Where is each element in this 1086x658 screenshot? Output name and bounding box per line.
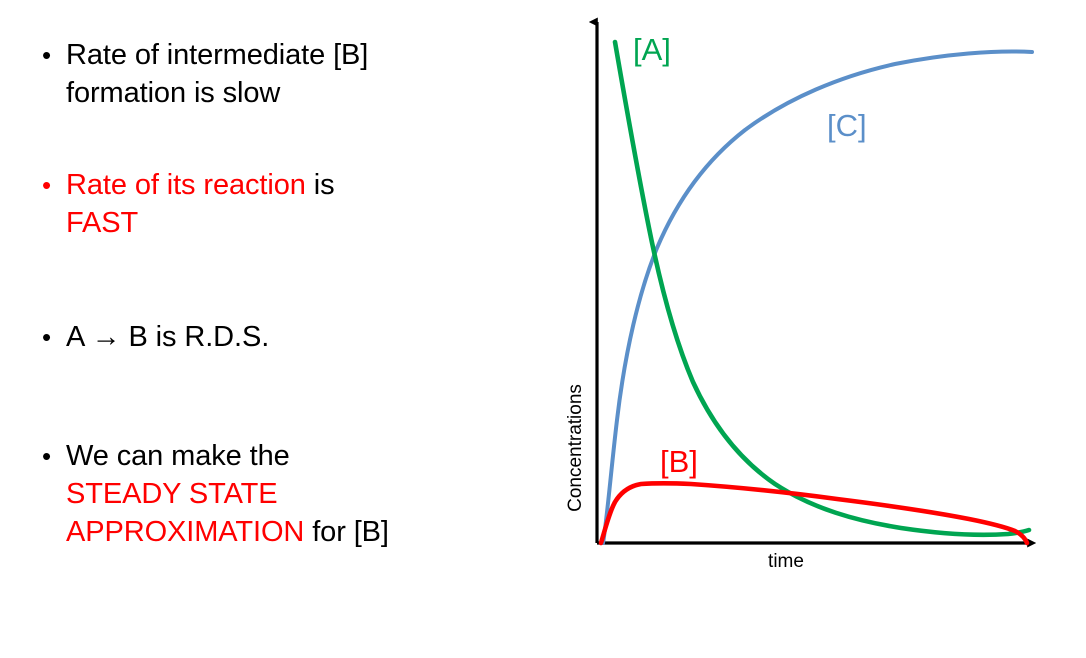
bullet-marker-icon: • — [42, 40, 52, 70]
bullet-marker-icon: • — [42, 170, 52, 200]
list-item-text-red: Rate of its reaction — [66, 169, 306, 201]
concentration-vs-time-chart: [A] [C] [B] time Concentrations — [545, 0, 1086, 600]
list-item-text-red: APPROXIMATION — [66, 516, 305, 548]
y-axis-label: Concentrations — [565, 384, 586, 512]
list-item-text: A → B is R.D.S. — [66, 318, 269, 356]
list-item: • Rate of its reaction is FAST — [30, 166, 335, 242]
list-item-line: We can make the — [66, 440, 290, 472]
list-item-line: formation is slow — [66, 77, 281, 109]
series-curve-b — [598, 480, 1030, 546]
list-item-line: Rate of its reaction is — [66, 166, 335, 204]
list-item: • A → B is R.D.S. — [30, 318, 269, 356]
list-item-line: A → B is R.D.S. — [66, 321, 270, 353]
list-item-line: FAST — [66, 207, 139, 239]
list-item: • We can make the STEADY STATE APPROXIMA… — [30, 437, 389, 551]
series-label-b: [B] — [660, 444, 698, 479]
list-item-text: We can make the STEADY STATE APPROXIMATI… — [66, 437, 389, 551]
bullet-marker-icon: • — [42, 441, 52, 471]
list-item-line: STEADY STATE — [66, 478, 278, 510]
x-axis-label: time — [768, 551, 804, 572]
bullet-list: • Rate of intermediate [B] formation is … — [30, 36, 389, 551]
list-item-line: APPROXIMATION for [B] — [66, 513, 389, 551]
chart-svg: [A] [C] [B] time Concentrations — [565, 17, 1037, 572]
list-item-line: Rate of intermediate [B] — [66, 39, 369, 71]
series-label-a: [A] — [633, 32, 671, 67]
series-curve-a — [612, 39, 1032, 538]
bullet-marker-icon: • — [42, 322, 52, 352]
list-item-text-black: is — [305, 169, 335, 201]
list-item-text-black: for [B] — [304, 516, 389, 548]
series-curve-c — [601, 49, 1034, 545]
series-label-c: [C] — [827, 108, 867, 143]
list-item-text: Rate of intermediate [B] formation is sl… — [66, 36, 368, 112]
list-item-text: Rate of its reaction is FAST — [66, 166, 335, 242]
list-item: • Rate of intermediate [B] formation is … — [30, 36, 368, 112]
